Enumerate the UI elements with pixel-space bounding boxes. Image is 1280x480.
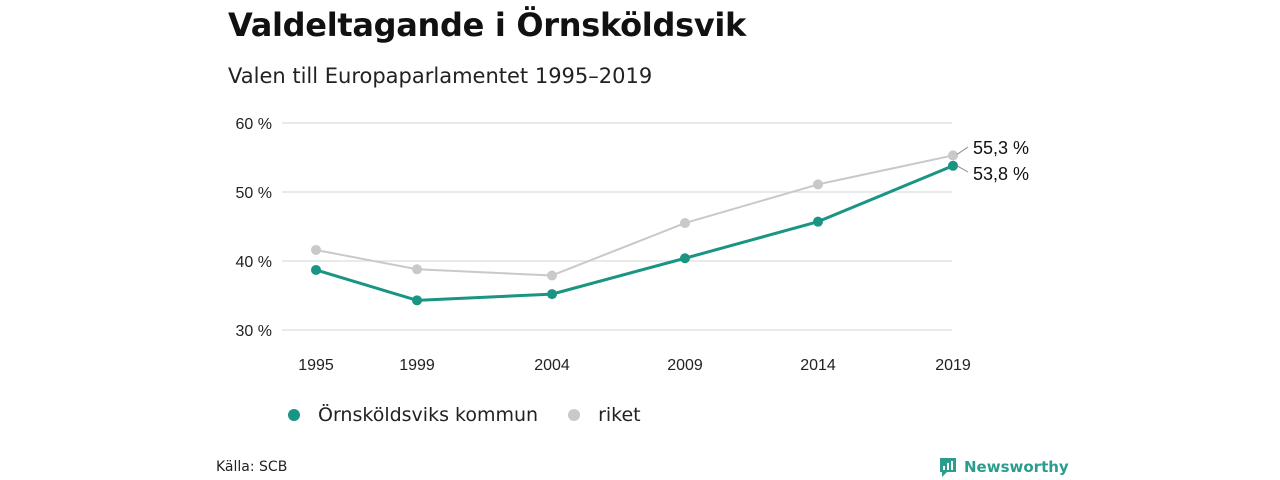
data-point-riket[interactable] — [547, 270, 557, 281]
data-point-kommun[interactable] — [680, 253, 690, 264]
brand-logo: Newsworthy — [938, 456, 1069, 478]
y-tick-label: 40 % — [236, 254, 272, 271]
data-point-kommun[interactable] — [547, 289, 557, 300]
end-label-kommun: 53,8 % — [973, 164, 1029, 184]
x-tick-label: 2019 — [935, 357, 971, 374]
legend-item-riket[interactable]: riket — [568, 404, 641, 426]
end-label-riket: 55,3 % — [973, 138, 1029, 158]
y-axis-ticks: 60 % 50 % 40 % 30 % — [236, 116, 272, 340]
y-tick-label: 30 % — [236, 323, 272, 340]
line-chart: 60 % 50 % 40 % 30 % 1995 1999 2004 2009 2014 201… — [236, 116, 1030, 374]
series-line-kommun — [315, 164, 954, 302]
x-tick-label: 2009 — [667, 357, 703, 374]
legend: Örnsköldsviks kommun riket — [288, 404, 671, 426]
end-label-leader — [956, 165, 969, 173]
data-point-riket[interactable] — [311, 244, 321, 255]
data-point-riket[interactable] — [412, 264, 422, 275]
data-point-riket[interactable] — [948, 150, 958, 161]
data-point-kommun[interactable] — [948, 160, 958, 171]
data-point-riket[interactable] — [680, 218, 690, 229]
series-layer — [311, 150, 958, 306]
x-tick-label: 2004 — [534, 357, 570, 374]
data-point-kommun[interactable] — [813, 216, 823, 227]
x-tick-label: 1999 — [399, 357, 435, 374]
series-line-riket — [315, 154, 954, 277]
x-axis-ticks: 1995 1999 2004 2009 2014 2019 — [298, 357, 971, 374]
legend-marker-kommun — [288, 409, 300, 421]
legend-label-riket: riket — [598, 404, 641, 426]
legend-label-kommun: Örnsköldsviks kommun — [318, 404, 539, 426]
legend-marker-riket — [568, 409, 581, 421]
end-label-leader — [956, 146, 969, 155]
x-tick-label: 2014 — [800, 357, 836, 374]
data-point-kommun[interactable] — [311, 264, 321, 275]
end-labels: 55,3 % 53,8 % — [956, 138, 1029, 184]
x-tick-label: 1995 — [298, 357, 334, 374]
chart-title: Valdeltagande i Örnsköldsvik — [228, 6, 747, 44]
y-tick-label: 50 % — [236, 185, 272, 202]
brand-name: Newsworthy — [964, 458, 1069, 476]
gridlines — [282, 122, 952, 331]
chart-subtitle: Valen till Europaparlamentet 1995–2019 — [228, 64, 653, 88]
source-note: Källa: SCB — [216, 459, 288, 475]
legend-item-kommun[interactable]: Örnsköldsviks kommun — [288, 404, 538, 426]
y-tick-label: 60 % — [236, 116, 272, 133]
data-point-kommun[interactable] — [412, 295, 422, 306]
newsworthy-icon — [940, 458, 956, 477]
data-point-riket[interactable] — [813, 179, 823, 190]
